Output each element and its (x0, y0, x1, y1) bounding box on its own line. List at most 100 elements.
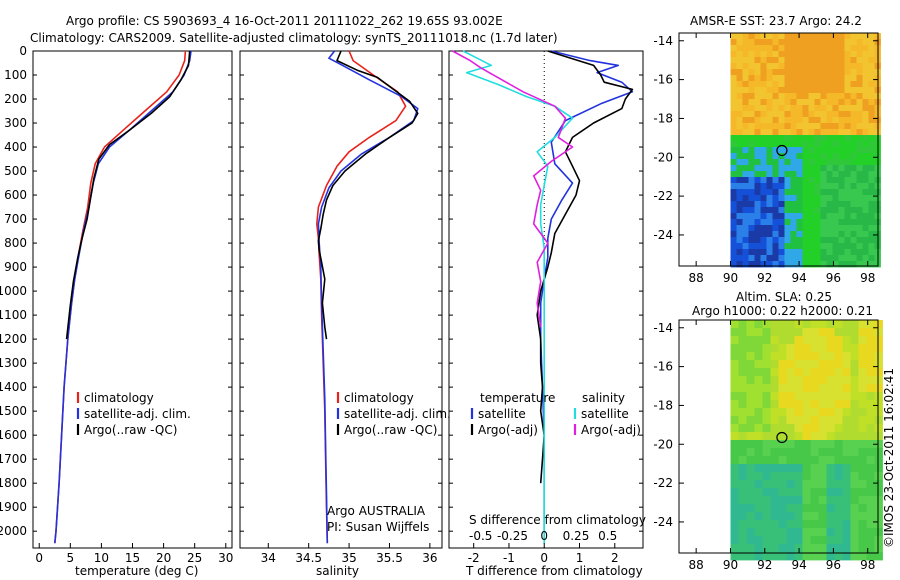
p-sst-cell (742, 201, 749, 208)
p-sst-cell (754, 45, 761, 52)
p-sst-cell (784, 207, 791, 214)
p-sst-cell (736, 225, 743, 232)
p-sst-cell (856, 237, 863, 244)
p-sst-cell (742, 129, 749, 136)
p-sla-cell (802, 408, 811, 417)
p-sst-cell (802, 57, 809, 64)
p-sla-cell (754, 496, 763, 505)
p-sst-ytick-label: -16 (653, 73, 673, 87)
p-sst-cell (868, 45, 875, 52)
p-sst-cell (796, 243, 803, 250)
p-sst-cell (730, 249, 737, 256)
p-sst-cell (784, 183, 791, 190)
p-sst-cell (742, 177, 749, 184)
p-sla-cell (754, 384, 763, 393)
p-diff-xtick-label: 1 (576, 551, 584, 565)
p-sst-cell (742, 255, 749, 262)
p-sla-cell (810, 328, 819, 337)
p-sst-cell (736, 159, 743, 166)
p-sst-cell (832, 225, 839, 232)
p-sst-cell (778, 147, 785, 154)
p-sla-cell (858, 432, 867, 441)
p-sal-series-satellite-adj-clim- (317, 50, 419, 544)
p-sst-cell (772, 63, 779, 70)
p-sla-cell (746, 352, 755, 361)
p-sla-cell (810, 400, 819, 409)
p-sla-cell (810, 384, 819, 393)
p-temp-xtick-label: 15 (125, 551, 140, 565)
p-sst-cell (838, 45, 845, 52)
p-sla-cell (770, 552, 779, 561)
sst-map-panel: 88 90 92 94 96 98-14-16-18-20-22-24 (653, 32, 881, 285)
p-sst-cell (754, 243, 761, 250)
p-sst-cell (814, 111, 821, 118)
p-sst-cell (814, 69, 821, 76)
p-sst-cell (760, 135, 767, 142)
p-sla-cell (858, 368, 867, 377)
p-sla-frame (678, 319, 879, 554)
p-sla-cell (834, 336, 843, 345)
p-sla-cell (794, 424, 803, 433)
p-sst-cell (730, 255, 737, 262)
p-sla-cell (834, 496, 843, 505)
p-sst-cell (844, 225, 851, 232)
p-sst-cell (814, 99, 821, 106)
p-sla-cell (786, 328, 795, 337)
p-sst-cell (850, 183, 857, 190)
p-sst-cell (832, 135, 839, 142)
p-sla-cell (794, 360, 803, 369)
p-sst-cell (760, 201, 767, 208)
p-sst-cell (868, 243, 875, 250)
p-sla-cell (754, 480, 763, 489)
p-sla-cell (850, 528, 859, 537)
p-sla-cell (746, 392, 755, 401)
p-sla-cell (842, 400, 851, 409)
p-sst-cell (784, 165, 791, 172)
p-sst-cell (826, 231, 833, 238)
p-sst-cell (778, 117, 785, 124)
p-sst-cell (784, 237, 791, 244)
p-sla-cell (802, 488, 811, 497)
p-sst-cell (850, 171, 857, 178)
p-sst-cell (766, 33, 773, 40)
p-temp-series-satellite-adj-clim- (54, 50, 192, 544)
p-sla-cell (818, 456, 827, 465)
p-sst-cell (838, 177, 845, 184)
p-sst-cell (778, 81, 785, 88)
p-sst-cell (832, 81, 839, 88)
p-sla-cell (874, 392, 883, 401)
p-sla-ytick-label: -14 (653, 321, 673, 335)
p-sla-cell (754, 416, 763, 425)
p-sla-cell (794, 384, 803, 393)
p-sla-cell (778, 328, 787, 337)
p-sla-cell (850, 384, 859, 393)
p-sst-cell (778, 51, 785, 58)
p-sst-cell (826, 111, 833, 118)
p-sst-cell (820, 69, 827, 76)
p-sst-cell (796, 225, 803, 232)
p-sst-cell (784, 159, 791, 166)
p-sla-cell (850, 496, 859, 505)
p-sla-xtick-label: 92 (757, 558, 772, 572)
p-sla-cell (730, 520, 739, 529)
p-sst-cell (832, 63, 839, 70)
p-sst-cell (844, 171, 851, 178)
p-sst-cell (814, 171, 821, 178)
p-sst-cell (730, 141, 737, 148)
p-sst-cell (826, 117, 833, 124)
p-sst-cell (766, 75, 773, 82)
sla-map-title: Altim. SLA: 0.25 (736, 290, 832, 304)
p-sst-cell (742, 171, 749, 178)
p-sla-cell (746, 424, 755, 433)
p-sst-cell (748, 171, 755, 178)
p-sst-cell (742, 105, 749, 112)
p-sla-cell (802, 336, 811, 345)
p-sst-cell (772, 129, 779, 136)
p-sal-xtick-label: 34 (261, 551, 276, 565)
p-sst-ytick-label: -20 (653, 150, 673, 164)
p-sst-cell (766, 213, 773, 220)
p-sla-cell (810, 416, 819, 425)
p-sla-cell (754, 448, 763, 457)
p-sla-cell (746, 536, 755, 545)
p-sla-cell (842, 536, 851, 545)
